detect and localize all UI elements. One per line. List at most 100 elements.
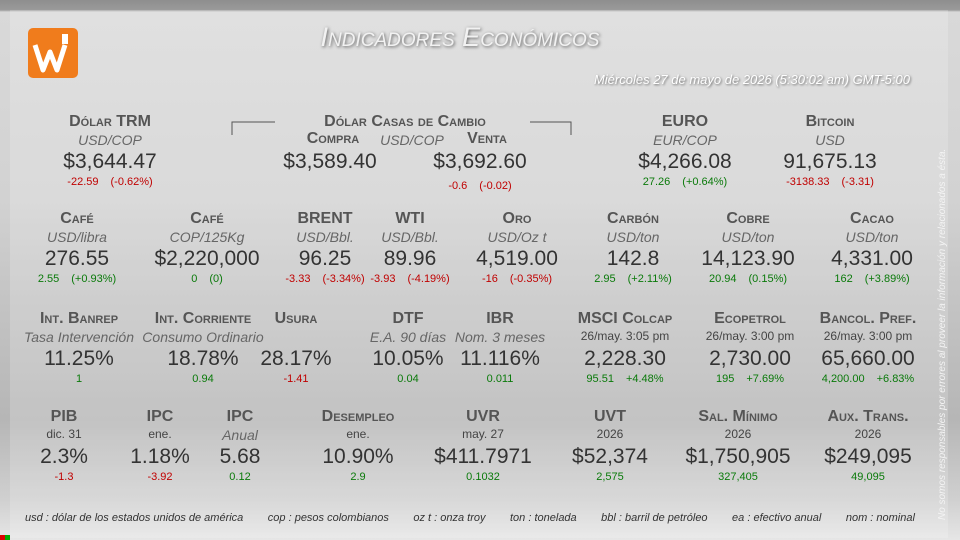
change-pct: +6.83% (876, 373, 915, 385)
change: 0.011 (486, 373, 514, 385)
change: -1.3 (54, 471, 74, 483)
change: 0.94 (192, 373, 214, 385)
change: -22.59 (67, 176, 99, 188)
change: 20.94 (708, 273, 737, 285)
indicator-name: WTI (395, 210, 425, 227)
indicator: BRENT USD/Bbl. 96.25 -3.33 (-3.34%) (240, 210, 410, 285)
indicator-value: 4,519.00 (476, 247, 558, 270)
change: 1 (75, 373, 83, 385)
changes: -1.41 (211, 373, 381, 385)
indicator-unit: Nom. 3 meses (454, 329, 546, 345)
change: -3.92 (147, 471, 173, 483)
indicator: IPC ene. 1.18% -3.92 (75, 408, 245, 483)
indicator-value: 65,660.00 (821, 347, 915, 370)
change: 95.51 (586, 373, 614, 385)
change: 2,575 (596, 471, 624, 483)
indicator: Cobre USD/ton 14,123.90 20.94 (0.15%) (663, 210, 833, 285)
indicator-date: 26/may. 3:05 pm (580, 329, 670, 343)
change: 2.95 (594, 273, 616, 285)
change-pct: (-3.34%) (322, 273, 365, 285)
changes: 2.9 (273, 471, 443, 483)
change: -0.6 (448, 180, 468, 192)
indicator-unit: USD/Bbl. (296, 229, 354, 245)
changes: 20.94 (0.15%) (663, 273, 833, 285)
indicator: DTF E.A. 90 días 10.05% 0.04 (323, 310, 493, 385)
indicator-value: 11.25% (44, 347, 114, 370)
indicator: Bancol. Pref. 26/may. 3:00 pm 65,660.00 4,2… (783, 310, 953, 385)
indicator-value: 4,331.00 (831, 247, 913, 270)
glossary-item: usd : dólar de los estados unidos de amé… (25, 512, 244, 524)
buy-value: $3,589.40 (283, 150, 377, 173)
indicator-unit: EUR/COP (653, 132, 717, 148)
indicator-name: Ecopetrol (714, 310, 786, 327)
indicator-value: 96.25 (298, 247, 352, 270)
indicator-unit: USD/Bbl. (381, 229, 439, 245)
indicator: Usura 28.17% -1.41 (211, 310, 381, 385)
indicator-value: $2,220,000 (154, 247, 260, 270)
indicator-name: EURO (661, 113, 709, 130)
indicator: Bitcoin USD 91,675.13 -3138.33 (-3.31) (745, 113, 915, 188)
change: 327,405 (718, 471, 758, 483)
logo-plug (62, 34, 68, 44)
change: -3138.33 (786, 176, 830, 188)
change: 195 (716, 373, 735, 385)
corner-mark (5, 535, 10, 540)
indicator-date: 2026 (854, 427, 882, 441)
indicator-date: ene. (346, 427, 370, 441)
glossary-item: cop : pesos colombianos (267, 512, 389, 524)
indicator: Carbón USD/ton 142.8 2.95 (+2.11%) (548, 210, 718, 285)
changes: -3138.33 (-3.31) (745, 176, 915, 188)
indicator-name: IBR (486, 310, 514, 327)
indicator-name: Café (190, 210, 224, 227)
indicator: IPC Anual 5.68 0.12 (155, 408, 325, 483)
changes: 2.95 (+2.11%) (548, 273, 718, 285)
indicator-name: Cobre (726, 210, 770, 227)
sell-label: Venta (467, 130, 507, 147)
indicator-name: DTF (392, 310, 424, 327)
change-pct: (0) (209, 273, 223, 285)
changes: -3.93 (-4.19%) (325, 273, 495, 285)
indicator-name: UVT (594, 408, 626, 425)
indicator: Café USD/libra 276.55 2.55 (+0.93%) (0, 210, 162, 285)
change: 0.1032 (466, 471, 500, 483)
changes: 327,405 (653, 471, 823, 483)
indicator-unit: USD/ton (845, 229, 899, 245)
glossary-item: nom : nominal (845, 512, 915, 524)
indicator-value: 2.3% (40, 445, 88, 468)
change: 49,095 (851, 471, 885, 483)
changes: 4,200.00 +6.83% (783, 373, 953, 385)
indicator: Desempleo ene. 10.90% 2.9 (273, 408, 443, 483)
indicator: Cacao USD/ton 4,331.00 162 (+3.89%) (787, 210, 957, 285)
change-pct: (+3.89%) (864, 273, 910, 285)
change: 0.04 (397, 373, 419, 385)
bracket (231, 121, 572, 135)
changes: 2,575 (525, 471, 695, 483)
indicator-value: $3,644.47 (63, 150, 157, 173)
indicator-unit: COP/125Kg (169, 229, 245, 245)
glossary-item: bbl : barril de petróleo (601, 512, 708, 524)
date: Miércoles 27 de mayo de 2026 (5:30:02 am… (593, 72, 910, 87)
glossary: usd : dólar de los estados unidos de amé… (25, 512, 915, 524)
changes: 0.04 (323, 373, 493, 385)
indicator: Oro USD/Oz t 4,519.00 -16 (-0.35%) (432, 210, 602, 285)
indicator-unit: USD/COP (78, 132, 142, 148)
change: 2.55 (37, 273, 60, 285)
glossary-item: ton : tonelada (510, 512, 577, 524)
indicator-date: 2026 (724, 427, 752, 441)
title: Indicadores Económicos (320, 22, 600, 52)
changes: 0.94 (118, 373, 288, 385)
indicator-name: Usura (274, 310, 318, 327)
change-pct: +7.69% (746, 373, 784, 385)
indicator-date: 26/may. 3:00 pm (705, 329, 795, 343)
change-pct: (-0.62%) (110, 176, 153, 188)
indicator-value: 11.116% (460, 347, 540, 370)
indicator-value: 276.55 (44, 247, 110, 270)
indicator-name: IPC (226, 408, 254, 425)
sell-changes: -0.6 (-0.02) (400, 180, 560, 192)
indicator-value: $4,266.08 (638, 150, 732, 173)
indicator: Int. Corriente Consumo Ordinario 18.78% 0.9… (118, 310, 288, 385)
indicator-value: $411.7971 (434, 445, 532, 468)
indicator-unit: USD/ton (606, 229, 660, 245)
